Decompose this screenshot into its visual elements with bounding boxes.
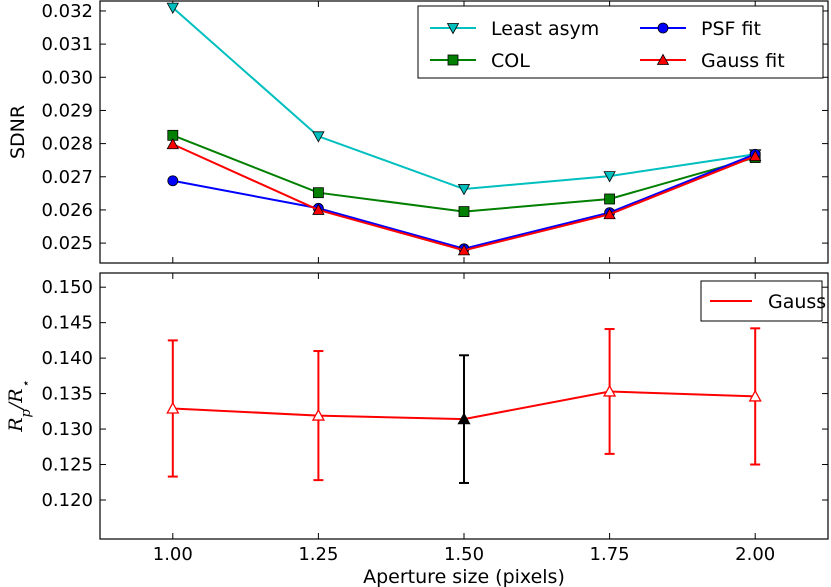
sdnr-y-tick-label: 0.026 xyxy=(41,200,93,221)
ratio-point-gauss-fit xyxy=(166,401,180,414)
ratio-y-ticks: 0.120 0.125 0.130 0.135 0.140 0.145 0.150 xyxy=(41,277,828,511)
sdnr-y-axis-label: SDNR xyxy=(7,105,29,159)
sdnr-legend-entry-col: COL xyxy=(430,50,530,72)
ratio-y-tick-label: 0.140 xyxy=(41,348,93,369)
sdnr-y-tick-label: 0.028 xyxy=(41,134,93,155)
ratio-y-tick-label: 0.135 xyxy=(41,384,93,405)
ratio-series-gauss-fit xyxy=(166,327,762,484)
sdnr-legend-marker xyxy=(657,22,669,34)
sdnr-legend-entry-gauss-fit: Gauss fit xyxy=(640,50,785,72)
sdnr-point-col xyxy=(312,187,324,199)
ratio-panel: 0.120 0.125 0.130 0.135 0.140 0.145 0.150 1.00… xyxy=(5,272,831,587)
x-tick-label: 2.00 xyxy=(735,544,775,565)
sdnr-legend-marker xyxy=(656,53,670,65)
sdnr-point-least-asym xyxy=(312,131,325,143)
sdnr-panel: 0.025 0.026 0.027 0.028 0.029 0.030 0.031 0.032… xyxy=(7,0,829,264)
ratio-y-tick-label: 0.125 xyxy=(41,455,93,476)
x-tick-label: 1.00 xyxy=(153,544,193,565)
sdnr-y-tick-label: 0.031 xyxy=(41,34,93,55)
ratio-y-label-slash: /R xyxy=(5,388,27,411)
sdnr-legend-entry-least-asym: Least asym xyxy=(430,18,599,40)
ratio-point-gauss-fit xyxy=(457,412,471,425)
ratio-series xyxy=(166,327,762,484)
sdnr-legend-label: Least asym xyxy=(491,18,599,40)
sdnr-y-ticks: 0.025 0.026 0.027 0.028 0.029 0.030 0.031 0.032 xyxy=(41,1,828,254)
sdnr-y-tick-label: 0.032 xyxy=(41,1,93,22)
sdnr-series xyxy=(166,2,762,256)
sdnr-legend-label: PSF fit xyxy=(701,18,761,40)
x-tick-label: 1.25 xyxy=(298,544,338,565)
ratio-legend: Gauss fit xyxy=(700,280,831,322)
sdnr-legend-label: Gauss fit xyxy=(701,50,785,72)
ratio-legend-entry-gauss-fit: Gauss fit xyxy=(710,291,831,313)
x-tick-label: 1.75 xyxy=(590,544,630,565)
sdnr-legend: Least asym COL PSF fit Gauss fit xyxy=(417,5,824,79)
sdnr-point-col xyxy=(458,206,470,217)
ratio-y-axis-label: Rp/R⋆ xyxy=(5,380,34,433)
ratio-y-label-star: ⋆ xyxy=(19,380,34,388)
sdnr-y-tick-label: 0.025 xyxy=(41,233,93,254)
sdnr-point-gauss-fit xyxy=(312,203,325,215)
sdnr-legend-box xyxy=(417,5,824,79)
sdnr-point-psf-fit xyxy=(167,175,179,187)
ratio-y-label-rp: R xyxy=(5,417,27,432)
sdnr-y-tick-label: 0.029 xyxy=(41,100,93,121)
sdnr-point-least-asym xyxy=(603,171,616,183)
sdnr-point-gauss-fit xyxy=(166,137,179,150)
sdnr-y-tick-label: 0.027 xyxy=(41,167,93,188)
ratio-y-tick-label: 0.130 xyxy=(41,419,93,440)
sdnr-series-gauss-fit xyxy=(166,137,762,256)
sdnr-point-col xyxy=(604,193,615,205)
x-tick-label: 1.50 xyxy=(444,544,484,565)
sdnr-point-gauss-fit xyxy=(457,244,471,256)
sdnr-series-least-asym xyxy=(166,2,762,196)
sdnr-legend-marker xyxy=(447,54,459,66)
sdnr-legend-entry-psf-fit: PSF fit xyxy=(640,18,761,40)
sdnr-point-least-asym xyxy=(166,2,179,14)
ratio-y-tick-label: 0.145 xyxy=(41,313,93,334)
ratio-y-label-p: p xyxy=(19,408,34,417)
ratio-point-gauss-fit xyxy=(311,408,325,421)
sdnr-y-tick-label: 0.030 xyxy=(41,67,93,88)
ratio-y-tick-label: 0.120 xyxy=(41,490,93,511)
sdnr-point-least-asym xyxy=(457,184,471,196)
ratio-y-tick-label: 0.150 xyxy=(41,277,93,298)
ratio-point-gauss-fit xyxy=(748,389,762,402)
sdnr-legend-label: COL xyxy=(491,50,530,72)
ratio-x-ticks: 1.00 1.25 1.50 1.75 2.00 xyxy=(153,273,775,565)
x-axis-label: Aperture size (pixels) xyxy=(363,566,565,587)
sdnr-point-gauss-fit xyxy=(603,207,616,220)
sdnr-point-gauss-fit xyxy=(749,149,762,162)
sdnr-legend-marker xyxy=(446,23,460,35)
ratio-point-gauss-fit xyxy=(603,384,617,397)
ratio-legend-label: Gauss fit xyxy=(768,291,831,313)
